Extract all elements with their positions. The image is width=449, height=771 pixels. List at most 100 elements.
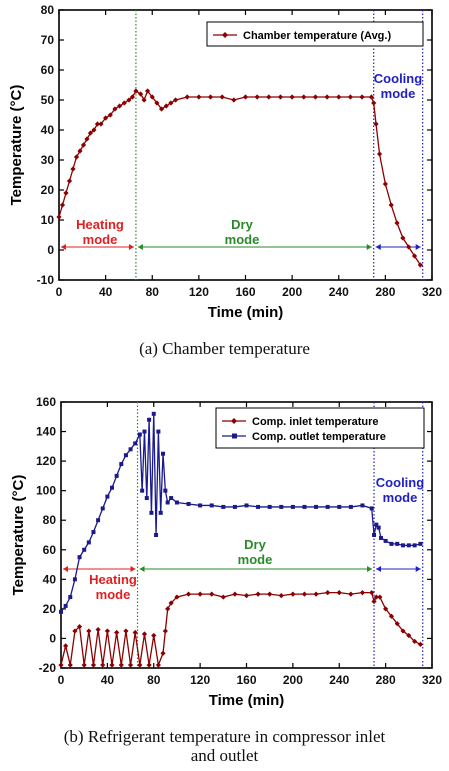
data-point — [123, 628, 129, 634]
data-point — [165, 606, 171, 612]
y-tick-label: 40 — [41, 123, 55, 137]
data-point — [348, 591, 354, 597]
data-point — [411, 253, 418, 259]
data-point — [81, 662, 87, 668]
data-point — [66, 178, 73, 184]
phase-arrow-head-right — [367, 565, 373, 572]
data-point — [209, 591, 215, 597]
y-axis-label: Temperature (°C) — [8, 85, 25, 206]
x-axis-label: Time (min) — [208, 304, 284, 321]
data-point — [372, 533, 377, 537]
x-tick-label: 80 — [147, 673, 161, 687]
data-point — [161, 451, 166, 456]
data-point — [141, 631, 148, 637]
y-tick-label: 160 — [36, 395, 56, 409]
data-point — [80, 142, 87, 148]
data-point — [374, 522, 379, 527]
phase-arrow-head-right — [415, 565, 421, 572]
phase-arrow-head-left — [376, 565, 382, 572]
data-point — [109, 662, 115, 668]
x-tick-label: 320 — [422, 285, 442, 299]
data-point — [325, 504, 330, 509]
data-point — [87, 130, 94, 136]
data-point — [140, 488, 145, 493]
data-point — [168, 100, 174, 106]
phase-label-line2: mode — [83, 232, 118, 247]
data-point — [197, 591, 203, 597]
phase-label-line1: Heating — [89, 572, 137, 587]
x-tick-label: 120 — [189, 285, 209, 299]
data-point — [107, 112, 113, 118]
data-point — [289, 94, 295, 100]
data-point — [279, 504, 284, 509]
x-tick-label: 40 — [99, 285, 113, 299]
y-tick-label: 80 — [43, 513, 57, 527]
phase-arrow-head-right — [130, 565, 136, 572]
x-tick-label: 280 — [375, 285, 395, 299]
y-tick-label: 100 — [36, 484, 56, 498]
data-point — [141, 97, 147, 103]
data-point — [359, 94, 365, 100]
data-point — [243, 592, 250, 599]
phase-label-line2: mode — [238, 552, 273, 567]
data-point — [277, 94, 284, 100]
legend-label: Comp. outlet temperature — [252, 431, 386, 443]
data-point — [348, 504, 353, 509]
caption-a: (a) Chamber temperature — [139, 339, 310, 358]
data-point — [406, 244, 412, 250]
data-point — [184, 94, 190, 100]
legend-box — [206, 21, 424, 47]
y-tick-label: 60 — [43, 543, 57, 557]
data-point — [313, 591, 319, 597]
data-point — [119, 462, 124, 467]
data-point — [123, 453, 128, 458]
x-tick-label: 280 — [376, 673, 396, 687]
data-point — [59, 609, 63, 614]
data-point — [168, 600, 174, 606]
data-point — [155, 662, 161, 668]
data-point — [290, 504, 295, 509]
data-point — [172, 97, 179, 103]
data-point — [232, 504, 237, 509]
phase-label-line1: Dry — [231, 217, 253, 232]
data-point — [360, 503, 365, 508]
data-point — [371, 100, 377, 106]
y-tick-label: 20 — [41, 183, 55, 197]
data-point — [73, 154, 80, 160]
data-point — [169, 496, 174, 501]
data-point — [254, 94, 260, 100]
data-point — [63, 190, 69, 196]
x-tick-label: 200 — [283, 673, 303, 687]
phase-arrow-head-left — [375, 244, 381, 250]
data-point — [336, 94, 342, 100]
data-point — [76, 624, 83, 630]
legend-swatch-marker — [231, 418, 237, 424]
data-point — [376, 151, 383, 157]
x-tick-label: 160 — [235, 285, 255, 299]
y-tick-label: -10 — [37, 273, 55, 287]
x-tick-label: 200 — [282, 285, 302, 299]
data-point — [389, 541, 394, 546]
y-tick-label: 20 — [43, 602, 57, 616]
data-point — [174, 500, 179, 505]
data-point — [395, 541, 400, 546]
data-point — [114, 473, 119, 478]
x-tick-label: 120 — [190, 673, 210, 687]
data-point — [137, 432, 142, 437]
data-point — [400, 628, 406, 634]
data-point — [266, 94, 272, 100]
legend-swatch-marker — [232, 433, 237, 439]
data-point — [105, 494, 110, 499]
y-axis-label: Temperature (°C) — [10, 475, 27, 596]
data-point — [186, 501, 191, 506]
y-tick-label: 10 — [41, 213, 55, 227]
data-point — [144, 88, 151, 94]
data-point — [77, 555, 82, 560]
data-point — [242, 94, 249, 100]
phase-label-line2: mode — [225, 232, 260, 247]
phase-arrow-head-left — [137, 244, 143, 250]
y-tick-label: -20 — [39, 661, 57, 675]
data-point — [154, 533, 159, 537]
data-point — [133, 441, 138, 446]
data-point — [400, 235, 406, 241]
